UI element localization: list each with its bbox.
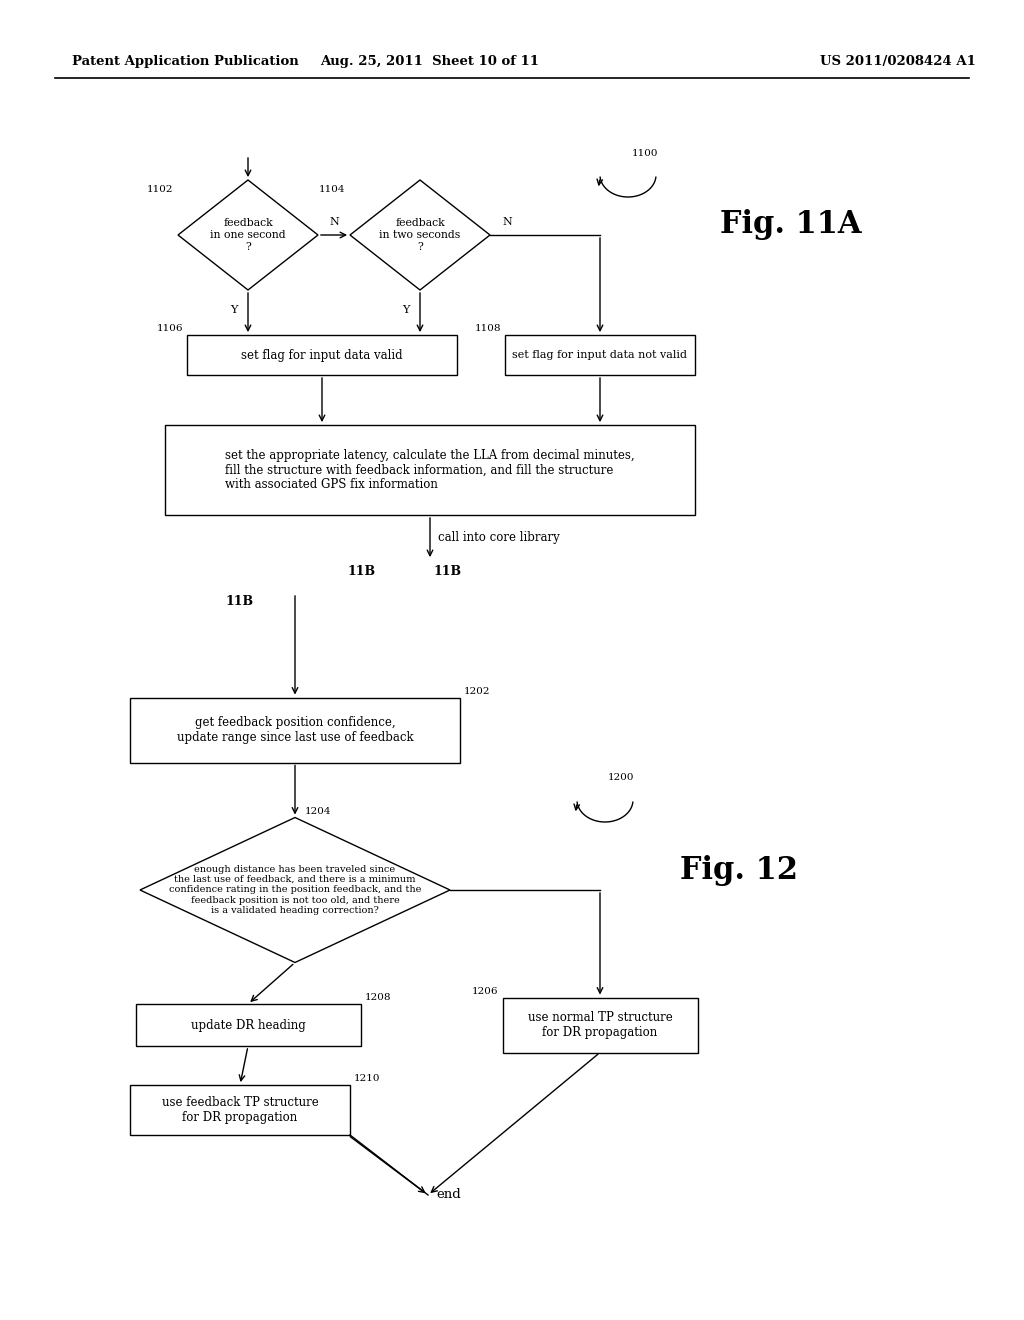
Text: 1104: 1104: [318, 185, 345, 194]
Text: Y: Y: [402, 305, 410, 315]
Text: 1106: 1106: [157, 323, 183, 333]
Text: 11B: 11B: [226, 595, 254, 609]
Bar: [187, 335, 457, 375]
Text: N: N: [329, 216, 339, 227]
Text: update DR heading: update DR heading: [190, 1019, 305, 1031]
Text: use feedback TP structure
for DR propagation: use feedback TP structure for DR propaga…: [162, 1096, 318, 1125]
Bar: [165, 425, 695, 515]
Text: set flag for input data valid: set flag for input data valid: [242, 348, 402, 362]
Text: 1206: 1206: [472, 986, 499, 995]
Text: get feedback position confidence,
update range since last use of feedback: get feedback position confidence, update…: [177, 715, 414, 744]
Text: feedback
in two seconds
?: feedback in two seconds ?: [379, 218, 461, 252]
Bar: [505, 335, 695, 375]
Bar: [130, 697, 460, 763]
Text: 1210: 1210: [354, 1074, 381, 1082]
Text: US 2011/0208424 A1: US 2011/0208424 A1: [820, 55, 976, 69]
Polygon shape: [140, 817, 450, 962]
Text: 1202: 1202: [464, 686, 490, 696]
Text: feedback
in one second
?: feedback in one second ?: [210, 218, 286, 252]
Text: 1200: 1200: [608, 774, 635, 781]
Text: Fig. 11A: Fig. 11A: [720, 210, 861, 240]
Bar: [503, 998, 697, 1052]
Text: 1102: 1102: [146, 185, 173, 194]
Text: Patent Application Publication: Patent Application Publication: [72, 55, 299, 69]
Text: Y: Y: [230, 305, 238, 315]
Text: 1108: 1108: [474, 323, 501, 333]
Text: set flag for input data not valid: set flag for input data not valid: [512, 350, 687, 360]
Text: use normal TP structure
for DR propagation: use normal TP structure for DR propagati…: [527, 1011, 673, 1039]
Text: 1204: 1204: [305, 807, 332, 816]
Text: set the appropriate latency, calculate the LLA from decimal minutes,
fill the st: set the appropriate latency, calculate t…: [225, 449, 635, 491]
Text: call into core library: call into core library: [438, 531, 560, 544]
Bar: [135, 1005, 360, 1045]
Bar: [130, 1085, 350, 1135]
Text: 11B: 11B: [348, 565, 376, 578]
Polygon shape: [178, 180, 318, 290]
Text: 1208: 1208: [365, 993, 391, 1002]
Text: enough distance has been traveled since
the last use of feedback, and there is a: enough distance has been traveled since …: [169, 865, 421, 915]
Text: 1100: 1100: [632, 149, 658, 158]
Text: N: N: [502, 216, 512, 227]
Text: end: end: [436, 1188, 461, 1201]
Text: Fig. 12: Fig. 12: [680, 854, 798, 886]
Polygon shape: [350, 180, 490, 290]
Text: 11B: 11B: [434, 565, 462, 578]
Text: Aug. 25, 2011  Sheet 10 of 11: Aug. 25, 2011 Sheet 10 of 11: [321, 55, 540, 69]
